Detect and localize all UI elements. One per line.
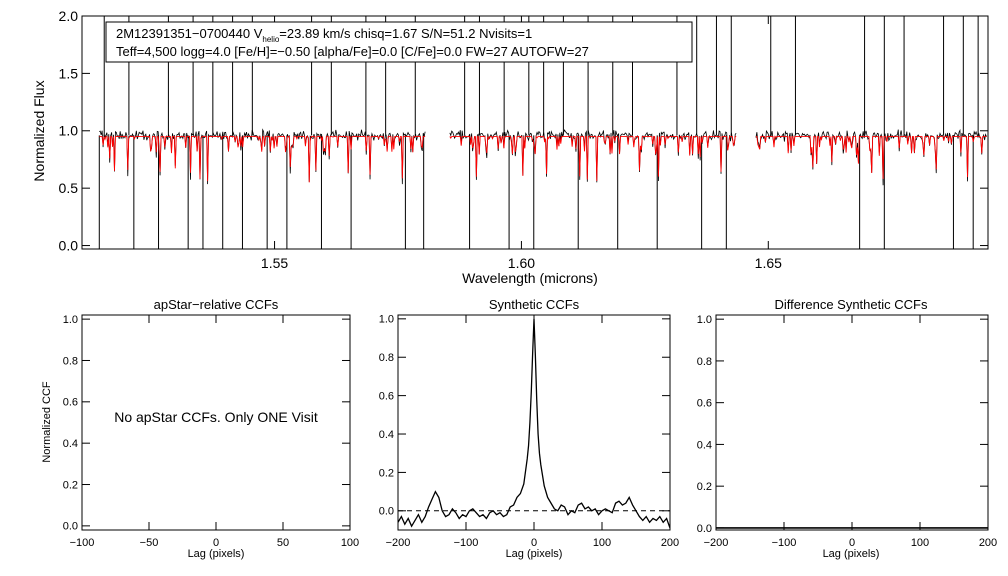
spectrum-x-tick-label: 1.60 xyxy=(508,255,535,271)
apstar-ccf-y-tick-label: 0.0 xyxy=(63,521,78,533)
difference-ccf-y-tick-label: 0.4 xyxy=(697,439,712,451)
spectrum-plot-frame xyxy=(81,15,989,250)
spectrum-legend-box: 2M12391351−0700440 Vhelio=23.89 km/s chi… xyxy=(105,21,693,63)
apstar-ccf-annotation: No apStar CCFs. Only ONE Visit xyxy=(114,409,318,425)
apstar-ccf-x-tick-label: −50 xyxy=(140,537,159,549)
spectrum-y-tick-label: 0.0 xyxy=(59,237,79,253)
apstar-ccf-y-tick-label: 0.2 xyxy=(63,479,78,491)
difference-ccf-x-tick-label: 200 xyxy=(979,537,997,549)
apstar-ccf-ticks: −100 −50 0 50 100 0.0 0.2 0.4 0.6 0.8 1.0 xyxy=(63,314,359,549)
apstar-ccf-x-tick-label: 50 xyxy=(277,537,289,549)
difference-ccf-y-tick-label: 1.0 xyxy=(697,314,712,326)
apstar-ccf-x-tick-label: 0 xyxy=(213,537,219,549)
difference-ccf-x-axis-label: Lag (pixels) xyxy=(823,548,880,560)
difference-ccf-x-tick-label: 0 xyxy=(849,537,855,549)
difference-ccf-title: Difference Synthetic CCFs xyxy=(775,297,928,312)
spectrum-y-tick-label: 0.5 xyxy=(59,180,79,196)
synthetic-ccf-y-tick-label: 0.8 xyxy=(379,352,394,364)
difference-ccf-x-tick-label: 100 xyxy=(911,537,929,549)
model-spectrum-chip-3 xyxy=(755,135,987,179)
difference-ccf-x-tick-label: −100 xyxy=(772,537,797,549)
spectrum-ticks: 1.55 1.60 1.65 0.0 0.5 1.0 1.5 2.0 xyxy=(59,8,988,271)
synthetic-ccf-y-tick-label: 0.0 xyxy=(379,506,394,518)
synthetic-ccf-y-tick-label: 0.4 xyxy=(379,429,394,441)
difference-ccf-y-tick-label: 0.2 xyxy=(697,481,712,493)
spectrum-y-axis-label: Normalized Flux xyxy=(31,80,47,181)
difference-ccf-y-tick-label: 0.0 xyxy=(697,523,712,535)
synthetic-ccf-y-tick-label: 1.0 xyxy=(379,314,394,326)
apstar-ccf-x-tick-label: 100 xyxy=(341,537,359,549)
spectrum-y-tick-label: 1.5 xyxy=(59,65,79,81)
apstar-ccf-panel: apStar−relative CCFs −100 −50 0 50 100 0.0 0.2… xyxy=(41,297,359,560)
model-spectrum-chip-1 xyxy=(99,135,426,183)
difference-ccf-y-tick-label: 0.6 xyxy=(697,398,712,410)
synthetic-ccf-y-tick-label: 0.2 xyxy=(379,467,394,479)
apstar-ccf-x-tick-label: −100 xyxy=(70,537,95,549)
synthetic-ccf-title: Synthetic CCFs xyxy=(489,297,580,312)
spectrum-x-axis-label: Wavelength (microns) xyxy=(462,270,598,286)
apstar-ccf-x-axis-label: Lag (pixels) xyxy=(188,548,245,560)
model-spectrum-chip-2 xyxy=(449,135,737,182)
apstar-ccf-y-tick-label: 0.6 xyxy=(63,397,78,409)
synthetic-ccf-x-tick-label: −200 xyxy=(386,537,411,549)
apstar-ccf-y-tick-label: 0.8 xyxy=(63,355,78,367)
apstar-ccf-y-tick-label: 1.0 xyxy=(63,314,78,326)
spectrum-x-tick-label: 1.55 xyxy=(261,255,288,271)
synthetic-ccf-x-tick-label: −100 xyxy=(454,537,479,549)
apstar-ccf-title: apStar−relative CCFs xyxy=(154,297,279,312)
synthetic-ccf-x-tick-label: 0 xyxy=(531,537,537,549)
spectrum-x-tick-label: 1.65 xyxy=(755,255,782,271)
synthetic-ccf-panel: Synthetic CCFs −200 −100 0 100 200 0.0 0.2 0.4 0… xyxy=(379,297,679,560)
synthetic-ccf-x-tick-label: 200 xyxy=(661,537,679,549)
apstar-ccf-y-tick-label: 0.4 xyxy=(63,438,78,450)
legend-line-1: 2M12391351−0700440 Vhelio=23.89 km/s chi… xyxy=(116,26,532,44)
difference-ccf-y-tick-label: 0.8 xyxy=(697,356,712,368)
spectrum-panel: 1.55 1.60 1.65 0.0 0.5 1.0 1.5 2.0 2M12391351−0… xyxy=(31,8,989,286)
synthetic-ccf-y-tick-label: 0.6 xyxy=(379,390,394,402)
synthetic-ccf-x-axis-label: Lag (pixels) xyxy=(506,548,563,560)
apstar-ccf-y-axis-label: Normalized CCF xyxy=(41,381,53,463)
spectrum-y-tick-label: 2.0 xyxy=(59,8,79,24)
synthetic-ccf-frame xyxy=(397,314,671,531)
difference-ccf-panel: Difference Synthetic CCFs −200 −100 0 100 20… xyxy=(697,297,997,560)
synthetic-ccf-ticks: −200 −100 0 100 200 0.0 0.2 0.4 0.6 0.8 1.0 xyxy=(379,314,679,549)
synthetic-ccf-x-tick-label: 100 xyxy=(593,537,611,549)
apstar-ccf-frame xyxy=(81,314,351,531)
model-spectrum-group xyxy=(99,135,987,183)
legend-line-2: Teff=4,500 logg=4.0 [Fe/H]=−0.50 [alpha/… xyxy=(116,44,589,59)
difference-ccf-x-tick-label: −200 xyxy=(704,537,729,549)
difference-ccf-frame xyxy=(715,314,989,531)
spectrum-y-tick-label: 1.0 xyxy=(59,123,79,139)
